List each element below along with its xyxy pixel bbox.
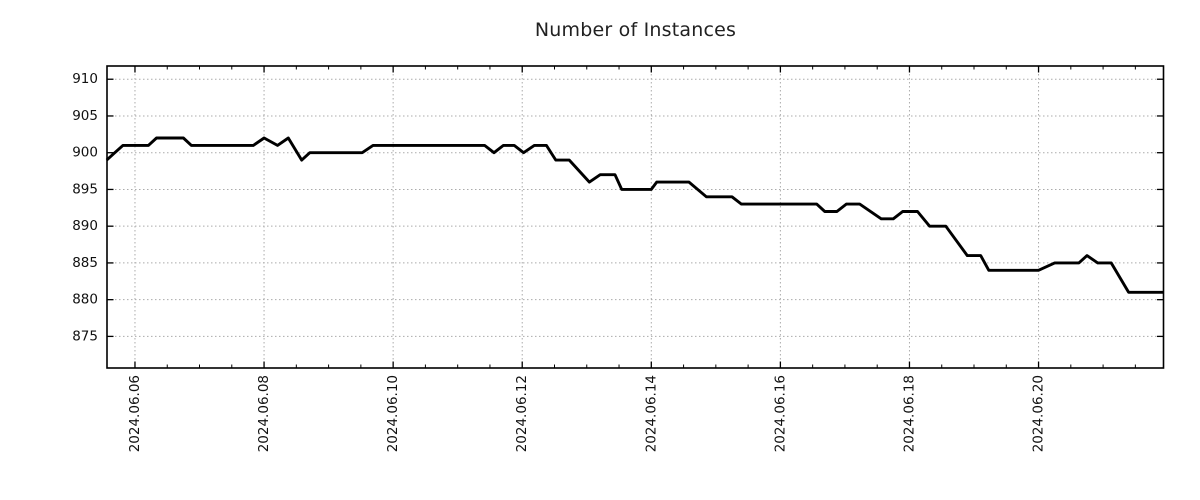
y-tick-label: 905 — [72, 108, 98, 124]
x-tick-label: 2024.06.10 — [385, 375, 401, 452]
x-tick-label: 2024.06.08 — [256, 375, 272, 452]
x-tick-label: 2024.06.12 — [514, 375, 530, 452]
x-tick-label: 2024.06.06 — [127, 375, 143, 452]
x-tick-label: 2024.06.16 — [772, 375, 788, 452]
x-tick-label: 2024.06.18 — [901, 375, 917, 452]
y-tick-label: 890 — [72, 218, 98, 234]
series-line — [105, 136, 1164, 294]
x-tick-label: 2024.06.14 — [643, 375, 659, 452]
x-tick-label: 2024.06.20 — [1031, 375, 1047, 452]
y-tick-label: 875 — [72, 328, 98, 344]
y-tick-label: 895 — [72, 181, 98, 197]
y-tick-label: 880 — [72, 292, 98, 308]
y-tick-label: 900 — [72, 145, 98, 161]
chart-title: Number of Instances — [534, 19, 737, 41]
y-tick-label: 885 — [72, 255, 98, 271]
y-tick-label: 910 — [72, 71, 98, 87]
axis-frame — [106, 65, 1165, 369]
